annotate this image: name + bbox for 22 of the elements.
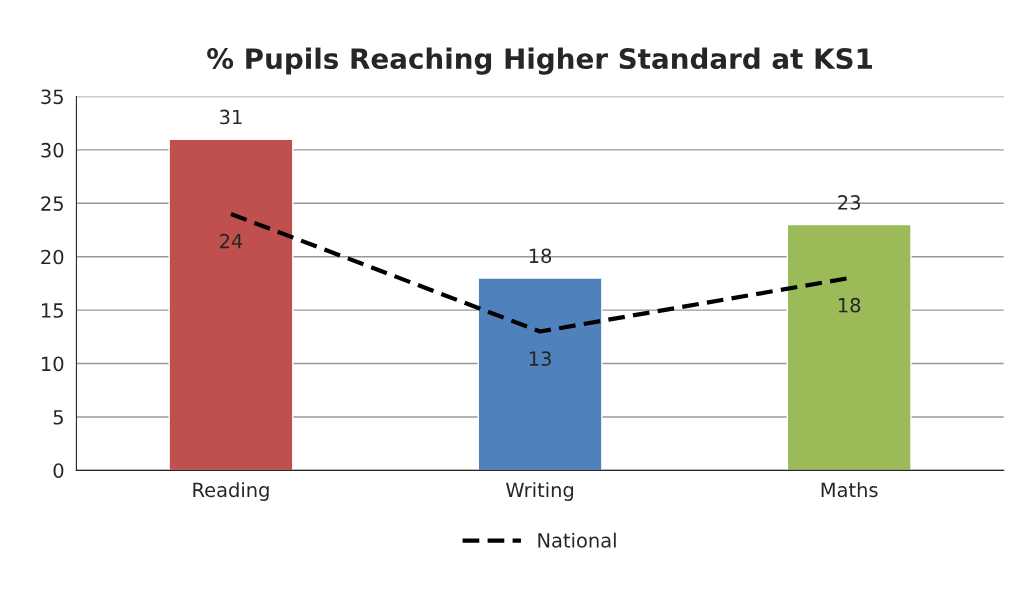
y-tick-label: 0 xyxy=(53,463,64,478)
y-tick-label: 5 xyxy=(53,410,63,425)
y-tick-label: 30 xyxy=(41,142,64,158)
x-tick-label: Writing xyxy=(506,482,574,501)
y-tick-label: 15 xyxy=(42,303,63,318)
y-tick-label: 10 xyxy=(42,356,64,372)
data-label: 23 xyxy=(838,195,860,210)
data-label: 18 xyxy=(838,297,861,313)
bar xyxy=(786,223,912,471)
y-tick-label: 25 xyxy=(41,196,63,211)
y-tick-label: 20 xyxy=(41,249,64,265)
x-tick-label: Reading xyxy=(193,482,269,501)
chart-title: % Pupils Reaching Higher Standard at KS1 xyxy=(207,47,873,75)
bar xyxy=(168,138,294,471)
bar xyxy=(477,277,603,471)
data-label: 31 xyxy=(220,109,242,125)
x-tick-label: Maths xyxy=(821,482,878,498)
data-label: 13 xyxy=(529,351,551,366)
data-label: 18 xyxy=(529,248,552,264)
data-label: 24 xyxy=(220,233,243,249)
legend-label: National xyxy=(538,532,616,548)
y-tick-label: 35 xyxy=(41,89,63,105)
